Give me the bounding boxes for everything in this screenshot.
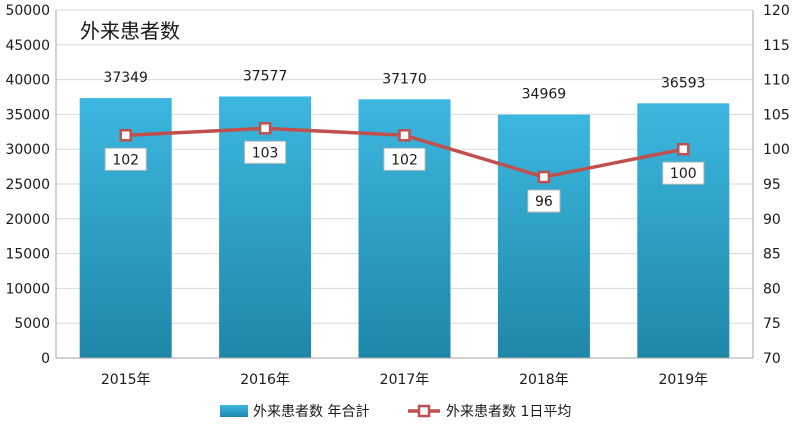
category-label: 2018年 bbox=[519, 372, 569, 388]
line-point bbox=[537, 170, 551, 184]
line-value-label-box bbox=[527, 189, 561, 213]
line-value-label: 102 bbox=[112, 152, 139, 168]
category-label: 2019年 bbox=[658, 372, 708, 388]
left-axis-tick-label: 0 bbox=[41, 351, 50, 367]
line-value-label-box bbox=[383, 147, 426, 171]
chart-title: 外来患者数 bbox=[80, 19, 180, 43]
bar-value-label: 34969 bbox=[522, 87, 567, 103]
right-axis-tick-label: 90 bbox=[763, 212, 781, 228]
left-axis-tick-label: 45000 bbox=[5, 38, 50, 54]
legend-bar-label: 外来患者数 年合計 bbox=[253, 404, 369, 420]
left-axis-tick-label: 15000 bbox=[5, 247, 50, 263]
left-axis-tick-label: 40000 bbox=[5, 73, 50, 89]
line-value-label: 102 bbox=[391, 152, 418, 168]
bar bbox=[497, 114, 590, 359]
bar bbox=[358, 99, 451, 358]
category-label: 2017年 bbox=[380, 372, 430, 388]
left-axis-tick-label: 35000 bbox=[5, 107, 50, 123]
right-axis-tick-label: 80 bbox=[763, 281, 781, 297]
right-axis-tick-label: 75 bbox=[763, 316, 781, 332]
right-axis-tick-label: 105 bbox=[763, 107, 790, 123]
legend-line-label: 外来患者数 1日平均 bbox=[446, 404, 571, 420]
line-value-label-box bbox=[104, 147, 147, 171]
line-value-label: 100 bbox=[670, 166, 697, 182]
right-axis-tick-label: 110 bbox=[763, 73, 790, 89]
axes: 0 5000 10000 15000 20000 25000 30000 35000 40000… bbox=[5, 3, 789, 388]
right-axis-tick-label: 85 bbox=[763, 247, 781, 263]
line-point bbox=[119, 129, 132, 142]
bar-value-label: 36593 bbox=[661, 75, 706, 91]
left-axis-tick-label: 20000 bbox=[5, 212, 50, 228]
line-point bbox=[677, 142, 690, 156]
left-axis-tick-label: 50000 bbox=[5, 3, 50, 19]
bar-value-label: 37170 bbox=[382, 71, 427, 87]
line-value-label: 96 bbox=[535, 194, 553, 210]
category-label: 2015年 bbox=[101, 372, 151, 388]
line-value-label: 103 bbox=[252, 145, 279, 161]
right-axis-tick-label: 100 bbox=[763, 142, 790, 158]
line-value-label-box bbox=[662, 161, 705, 185]
right-axis-tick-label: 70 bbox=[763, 351, 781, 367]
bar bbox=[637, 103, 730, 359]
line-series: 102 103 102 96 100 bbox=[104, 122, 705, 213]
line-value-label-box bbox=[244, 140, 287, 164]
line-point bbox=[398, 129, 411, 142]
bar-value-label: 37577 bbox=[243, 68, 288, 84]
category-label: 2016年 bbox=[240, 372, 290, 388]
bar-value-label: 37349 bbox=[103, 70, 148, 86]
left-axis-tick-label: 25000 bbox=[5, 177, 50, 193]
right-axis-tick-label: 115 bbox=[763, 38, 790, 54]
left-axis-tick-label: 5000 bbox=[14, 316, 50, 332]
right-axis-tick-label: 120 bbox=[763, 3, 790, 19]
legend-bar-swatch bbox=[220, 405, 248, 417]
left-axis-tick-label: 10000 bbox=[5, 281, 50, 297]
bar bbox=[219, 96, 312, 358]
legend-line-marker bbox=[417, 404, 431, 418]
line-point bbox=[258, 122, 272, 135]
legend: 外来患者数 年合計 外来患者数 1日平均 bbox=[220, 404, 571, 420]
right-axis-tick-label: 95 bbox=[763, 177, 781, 193]
left-axis-tick-label: 30000 bbox=[5, 142, 50, 158]
bar-series: 37349 37577 37170 34969 36593 bbox=[79, 68, 730, 359]
